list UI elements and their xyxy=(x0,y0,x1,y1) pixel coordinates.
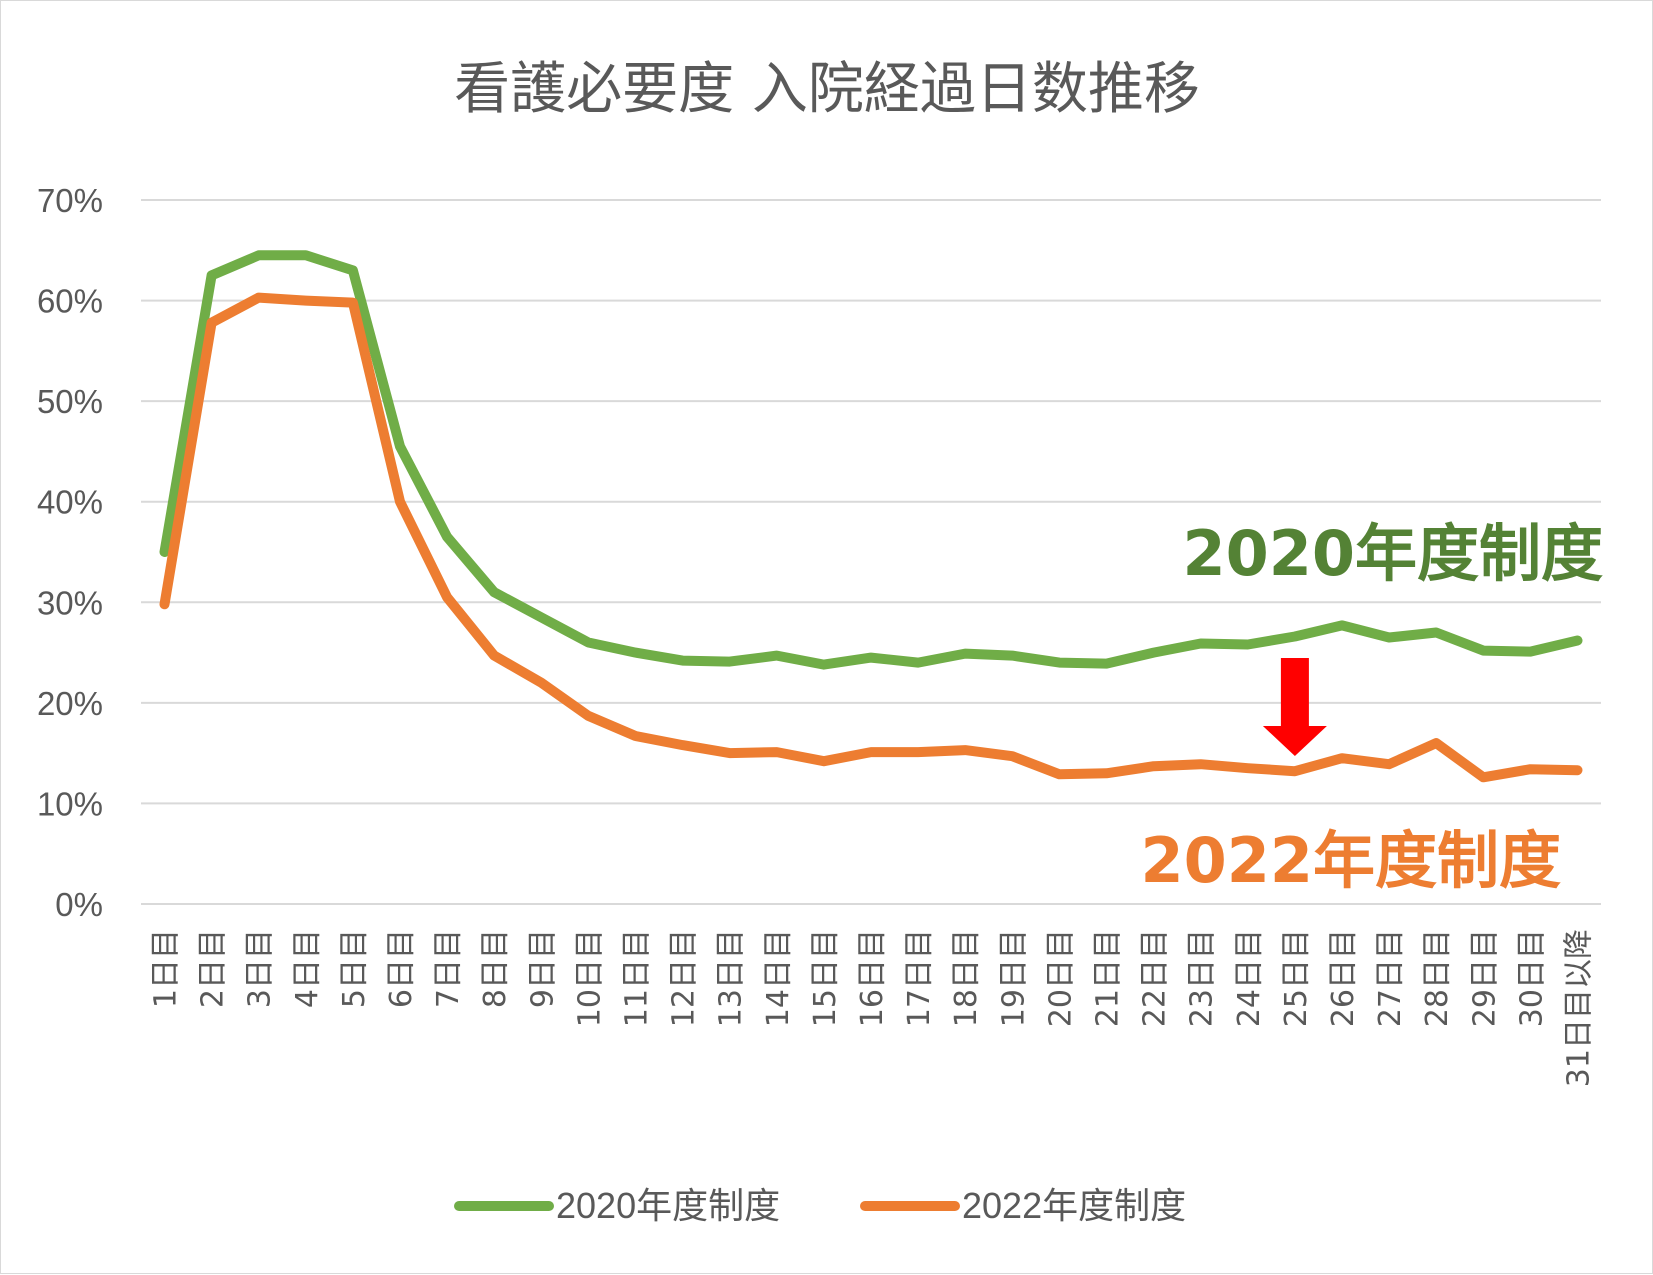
x-tick-label: 28日目 xyxy=(1420,929,1455,1027)
x-tick-label: 23日目 xyxy=(1185,929,1220,1027)
x-tick-label: 21日目 xyxy=(1090,929,1125,1027)
y-tick-label: 10% xyxy=(37,785,103,822)
y-axis: 0% 10% 20% 30% 40% 50% 60% 70% xyxy=(37,182,103,923)
x-tick-label: 17日目 xyxy=(902,929,937,1027)
x-tick-label: 29日目 xyxy=(1467,929,1502,1027)
legend-label-2020[interactable]: 2020年度制度 xyxy=(556,1185,780,1226)
x-tick-label: 14日目 xyxy=(761,929,796,1027)
y-tick-label: 0% xyxy=(55,886,103,923)
x-tick-label: 1日目 xyxy=(149,929,184,1008)
legend-label-2022[interactable]: 2022年度制度 xyxy=(962,1185,1186,1226)
x-axis: 1日目 2日目 3日目 4日目 5日目 6日目 7日目 8日目 9日目 10日目 11日目 12日目 1… xyxy=(149,929,1597,1087)
x-tick-label: 5日目 xyxy=(337,929,372,1008)
x-tick-label: 25日目 xyxy=(1279,929,1314,1027)
x-tick-label: 30日目 xyxy=(1514,929,1549,1027)
x-tick-label: 12日目 xyxy=(667,929,702,1027)
x-tick-label: 24日目 xyxy=(1232,929,1267,1027)
x-tick-label: 31日目以降 xyxy=(1561,929,1596,1087)
y-tick-label: 70% xyxy=(37,182,103,219)
y-tick-label: 60% xyxy=(37,283,103,320)
x-tick-label: 19日目 xyxy=(996,929,1031,1027)
x-tick-label: 13日目 xyxy=(714,929,749,1027)
chart-title: 看護必要度 入院経過日数推移 xyxy=(454,57,1200,122)
x-tick-label: 9日目 xyxy=(525,929,560,1008)
x-tick-label: 8日目 xyxy=(478,929,513,1008)
x-tick-label: 16日目 xyxy=(855,929,890,1027)
x-tick-label: 27日目 xyxy=(1373,929,1408,1027)
y-tick-label: 20% xyxy=(37,685,103,722)
x-tick-label: 3日目 xyxy=(243,929,278,1008)
y-tick-label: 50% xyxy=(37,383,103,420)
x-tick-label: 4日目 xyxy=(290,929,325,1008)
x-tick-label: 18日目 xyxy=(949,929,984,1027)
x-tick-label: 10日目 xyxy=(572,929,607,1027)
x-tick-label: 20日目 xyxy=(1043,929,1078,1027)
annotation-2022: 2022年度制度 xyxy=(1140,824,1561,897)
x-tick-label: 11日目 xyxy=(620,929,655,1027)
x-tick-label: 26日目 xyxy=(1326,929,1361,1027)
x-tick-label: 2日目 xyxy=(196,929,231,1008)
arrow-shape xyxy=(1263,658,1327,756)
x-tick-label: 22日目 xyxy=(1138,929,1173,1027)
annotation-2020: 2020年度制度 xyxy=(1182,517,1603,590)
y-tick-label: 40% xyxy=(37,484,103,521)
x-tick-label: 7日目 xyxy=(431,929,466,1008)
decrease-arrow-icon xyxy=(1263,658,1327,756)
x-tick-label: 15日目 xyxy=(808,929,843,1027)
legend: 2020年度制度 2022年度制度 xyxy=(459,1185,1186,1226)
x-tick-label: 6日目 xyxy=(384,929,419,1008)
y-tick-label: 30% xyxy=(37,584,103,621)
